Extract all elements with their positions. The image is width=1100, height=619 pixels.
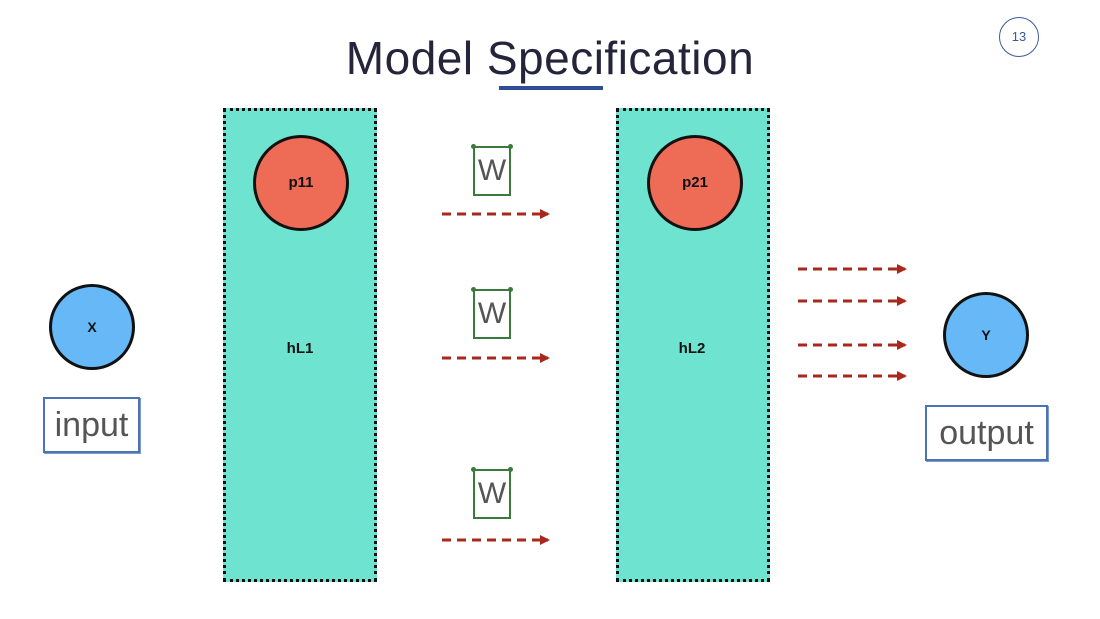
slide-title: Model Specification bbox=[345, 32, 755, 84]
output-label: output bbox=[925, 405, 1048, 461]
page-number-badge: 13 bbox=[999, 17, 1039, 57]
neuron-p11: p11 bbox=[253, 135, 349, 231]
weight-box-1: W bbox=[471, 144, 513, 196]
input-label: input bbox=[43, 397, 140, 453]
weight-box-2: W bbox=[471, 287, 513, 339]
hidden-layer-1-label: hL1 bbox=[286, 340, 314, 357]
weight-box-3: W bbox=[471, 467, 513, 519]
title-underline bbox=[499, 86, 603, 90]
output-node-y: Y bbox=[943, 292, 1029, 378]
hidden-layer-2-label: hL2 bbox=[678, 340, 706, 357]
neuron-p21: p21 bbox=[647, 135, 743, 231]
input-node-x: X bbox=[49, 284, 135, 370]
